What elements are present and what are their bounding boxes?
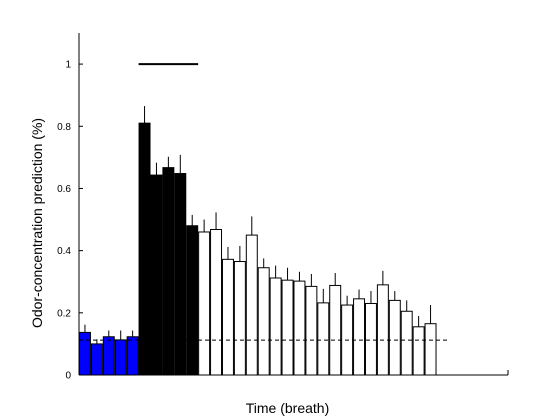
post_odor-bar (424, 323, 437, 376)
post_odor-bar (233, 261, 246, 376)
y-tick-label: 0.8 (57, 122, 71, 133)
pre_odor-bar (102, 336, 115, 376)
post_odor-bar (257, 267, 270, 376)
odor-bar (174, 173, 187, 376)
pre_odor-bar (78, 331, 91, 376)
y-tick-label: 0 (65, 371, 71, 382)
y-tick-label: 0.4 (57, 246, 71, 257)
post_odor-bar (376, 284, 389, 376)
post_odor-bar (198, 231, 211, 376)
post_odor-bar (210, 228, 223, 376)
post_odor-bar (353, 298, 366, 376)
post_odor-bar (364, 302, 377, 376)
y-tick-label: 0.2 (57, 308, 71, 319)
pre_odor-bar (126, 336, 139, 376)
post_odor-bar (281, 279, 294, 376)
post_odor-bar (293, 280, 306, 376)
post_odor-bar (412, 326, 425, 376)
pre_odor-bar (90, 343, 103, 376)
post_odor-bar (245, 234, 258, 376)
post_odor-bar (400, 310, 413, 376)
y-tick-label: 0.6 (57, 184, 71, 195)
odor-bar (162, 167, 175, 376)
odor-bar (150, 174, 163, 376)
y-tick-label: 1 (65, 60, 71, 71)
pre_odor-bar (114, 339, 127, 376)
post_odor-bar (305, 285, 318, 376)
x-axis-title: Time (breath) (246, 400, 330, 416)
post_odor-bar (329, 284, 342, 376)
post_odor-bar (221, 258, 234, 376)
y-axis-title: Odor-concentration prediction (%) (29, 118, 45, 328)
post_odor-bar (269, 277, 282, 376)
post_odor-bar (317, 302, 330, 376)
post_odor-bar (388, 299, 401, 376)
odor-bar (138, 122, 151, 376)
odor-bar (186, 225, 199, 376)
